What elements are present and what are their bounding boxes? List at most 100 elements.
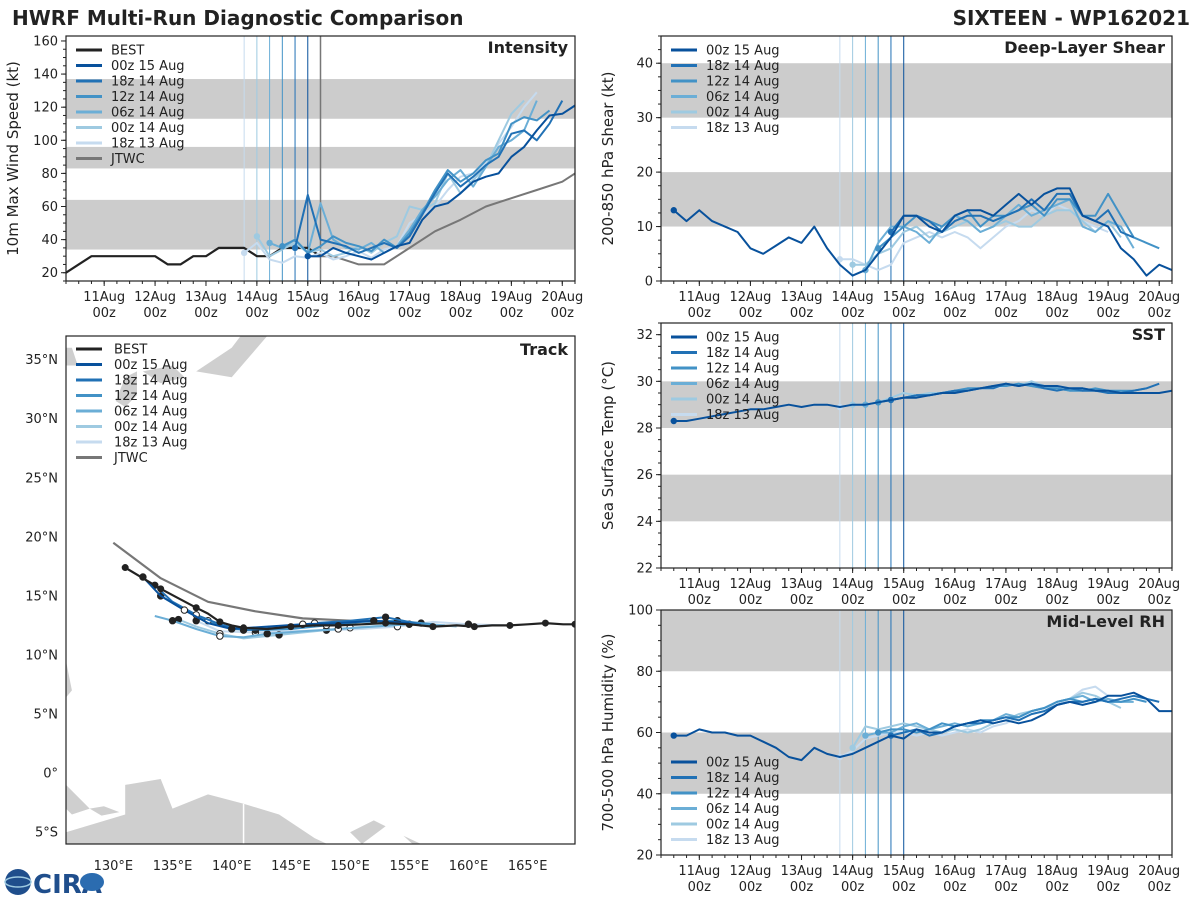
track-best-point-14 [287,623,295,631]
intensity-legend-label-4: 06z 14 Aug [111,106,185,121]
sst-legend-label-5: 18z 13 Aug [706,408,780,423]
sst-series-start-0 [670,417,677,425]
intensity-title: Intensity [488,38,569,57]
intensity-xtick-day-1: 12Aug [134,290,176,305]
rh-xtick-hour-6: 00z [994,880,1018,895]
intensity-ytick-label-0: 20 [41,266,58,281]
track-best-point-12 [334,621,342,629]
sst-xtick-day-3: 14Aug [832,577,874,592]
rh-xtick-hour-5: 00z [943,880,967,895]
rh-series-1 [890,694,1160,737]
sst-band-0 [661,474,1172,522]
sst-xtick-day-1: 12Aug [729,577,771,592]
shear-legend-label-0: 00z 15 Aug [706,44,780,59]
intensity-xtick-day-0: 11Aug [83,290,125,305]
intensity-xtick-day-2: 13Aug [185,290,227,305]
intensity-legend-label-1: 00z 15 Aug [111,59,185,74]
shear-xtick-hour-2: 00z [790,306,814,321]
shear-series-0 [673,187,1172,277]
track-plot-area [66,336,575,844]
rh-xtick-day-8: 19Aug [1087,864,1129,879]
shear-xtick-day-8: 19Aug [1087,290,1129,305]
rh-xtick-day-2: 13Aug [781,864,823,879]
sst-legend-label-0: 00z 15 Aug [706,331,780,346]
sst-ytick-label-1: 24 [636,515,653,530]
land-1 [142,365,185,384]
intensity-xtick-day-5: 16Aug [338,290,380,305]
rh-series-start-4 [849,744,856,752]
shear-ytick-label-3: 30 [636,111,653,126]
intensity-xtick-hour-6: 00z [398,306,422,321]
track-legend-label-5: 00z 14 Aug [114,420,188,435]
track-series-3-point-5 [263,630,271,638]
sst-ytick-label-4: 30 [636,375,653,390]
track-ytick-label-8: 35°N [25,353,58,368]
intensity-plot-area [66,36,575,281]
track-panel: 130°E 135°E 140°E 145°E 150°E 155°E 160°E 165°E… [25,335,576,874]
sst-title: SST [1132,325,1165,344]
rh-series-start-3 [862,732,869,739]
land-0 [196,336,268,378]
rh-legend-label-2: 12z 14 Aug [706,787,780,802]
rh-legend-label-1: 18z 14 Aug [706,771,780,786]
track-legend-label-2: 18z 14 Aug [114,374,188,389]
intensity-panel: 2040608010012014016011Aug00z12Aug00z13Au… [4,34,583,321]
shear-ytick-label-0: 0 [645,275,653,290]
intensity-ytick-label-1: 40 [41,233,58,248]
intensity-xtick-hour-8: 00z [500,306,524,321]
rh-series-start-0 [670,732,677,739]
rh-legend-label-4: 00z 14 Aug [706,818,780,833]
track-frame [65,335,576,845]
track-best-point-6 [470,623,478,631]
sst-ytick-label-3: 28 [636,422,653,437]
track-ytick-label-5: 20°N [25,530,58,545]
intensity-xtick-hour-3: 00z [245,306,269,321]
shear-panel: 01020304011Aug00z12Aug00z13Aug00z14Aug00… [599,35,1180,321]
track-xtick-label-4: 150°E [330,859,370,874]
shear-ytick-label-1: 10 [636,220,653,235]
intensity-xtick-hour-0: 00z [92,306,116,321]
sst-ytick-label-2: 26 [636,468,653,483]
rh-xtick-day-0: 11Aug [678,864,720,879]
sst-xtick-hour-4: 00z [892,593,916,608]
intensity-xtick-day-6: 17Aug [389,290,431,305]
shear-series-start-5 [836,256,844,263]
rh-series-4 [851,691,1122,749]
intensity-xtick-hour-1: 00z [143,306,167,321]
intensity-legend-label-6: 18z 13 Aug [111,137,185,152]
track-xtick-label-3: 145°E [271,859,311,874]
logo-globe-icon [5,869,31,895]
rh-band-0 [661,732,1172,794]
intensity-ytick-label-5: 120 [33,101,58,116]
intensity-xtick-day-3: 14Aug [236,290,278,305]
intensity-ytick-label-3: 80 [41,167,58,182]
intensity-legend-label-5: 00z 14 Aug [111,121,185,136]
shear-legend-label-3: 06z 14 Aug [706,90,780,105]
cira-logo: CIRA [4,869,104,900]
sst-xtick-day-4: 15Aug [883,577,925,592]
shear-xtick-hour-6: 00z [994,306,1018,321]
rh-ytick-label-3: 80 [636,665,653,680]
shear-series-3 [864,198,1135,271]
rh-xtick-day-9: 20Aug [1138,864,1180,879]
sst-xtick-hour-2: 00z [790,593,814,608]
sst-xtick-hour-6: 00z [994,593,1018,608]
land-3 [66,347,78,366]
track-best-point-24 [121,564,129,572]
intensity-xtick-day-9: 20Aug [541,290,583,305]
intensity-xtick-day-8: 19Aug [490,290,532,305]
shear-xtick-hour-4: 00z [892,306,916,321]
sst-ytick-label-0: 22 [636,562,653,577]
track-legend-label-3: 12z 14 Aug [114,389,188,404]
sst-ylabel: Sea Surface Temp (°C) [599,361,617,530]
shear-legend-label-1: 18z 14 Aug [706,59,780,74]
track-best-point-10 [382,619,390,627]
shear-xtick-day-3: 14Aug [832,290,874,305]
land-8 [350,820,386,844]
track-xtick-label-1: 135°E [153,859,193,874]
track-xtick-label-6: 160°E [449,859,489,874]
rh-xtick-hour-0: 00z [688,880,712,895]
rh-title: Mid-Level RH [1046,612,1165,631]
sst-plot-area [661,323,1172,568]
sst-series-0 [673,382,1172,422]
